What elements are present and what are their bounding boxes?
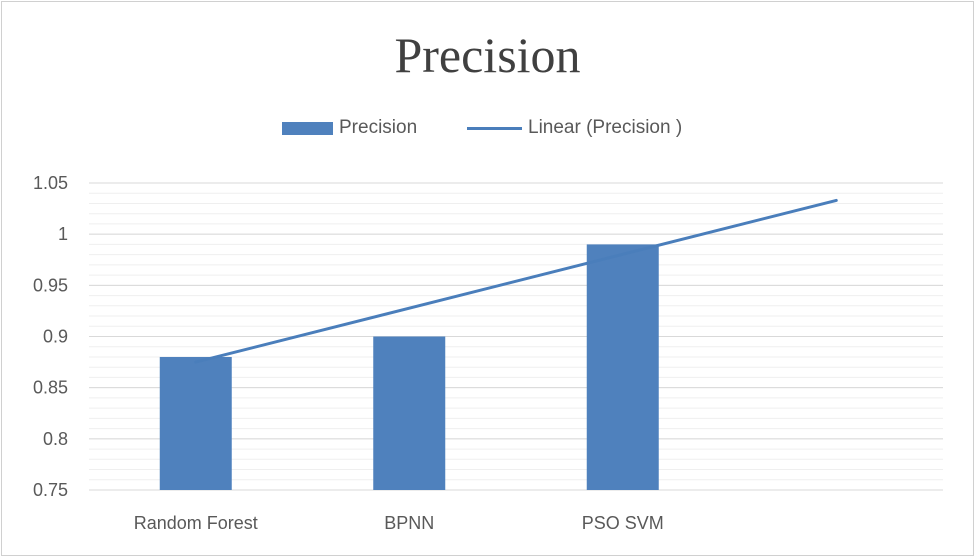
y-tick-label: 0.85 — [33, 378, 68, 398]
line-swatch-icon — [467, 126, 522, 130]
trendline — [194, 198, 838, 364]
y-tick-label: 0.8 — [43, 429, 68, 449]
x-tick-label: BPNN — [384, 513, 434, 533]
bar — [373, 336, 446, 490]
x-tick-label: PSO SVM — [582, 513, 664, 533]
legend: Precision Linear (Precision ) — [0, 117, 975, 143]
legend-item-precision: Precision — [282, 117, 417, 139]
chart-title: Precision — [394, 27, 581, 83]
y-tick-label: 1.05 — [33, 173, 68, 193]
y-tick-label: 0.75 — [33, 480, 68, 500]
y-tick-label: 0.95 — [33, 275, 68, 295]
legend-label-precision: Precision — [339, 117, 418, 138]
y-tick-label: 0.9 — [43, 327, 68, 347]
legend-item-linear: Linear (Precision ) — [467, 117, 682, 139]
y-tick-label: 1 — [58, 224, 68, 244]
legend-label-linear: Linear (Precision ) — [528, 117, 683, 138]
bar — [159, 356, 232, 490]
x-tick-label: Random Forest — [134, 513, 258, 533]
bar-swatch-icon — [282, 121, 333, 135]
bar — [586, 244, 659, 490]
